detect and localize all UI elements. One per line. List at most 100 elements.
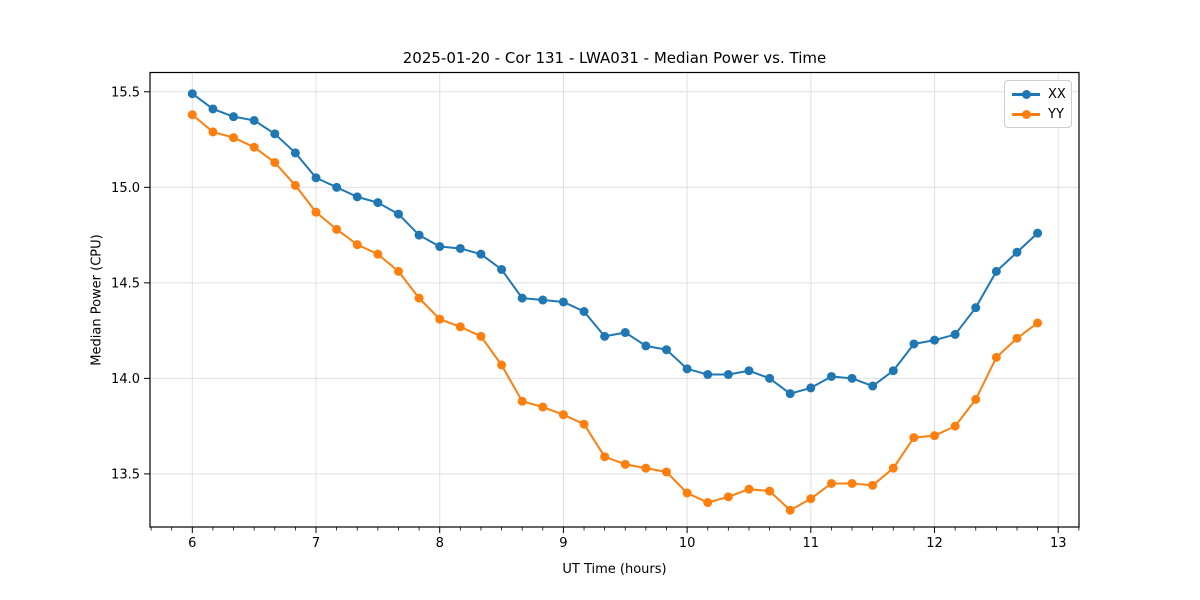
data-point-xx [517, 293, 527, 303]
data-point-yy [497, 360, 507, 370]
legend-label-xx: XX [1048, 86, 1066, 102]
data-point-xx [744, 366, 754, 376]
data-point-yy [538, 402, 548, 412]
series-line-xx [191, 92, 1039, 395]
data-point-xx [393, 209, 403, 219]
data-point-xx [290, 148, 300, 158]
x-tick-label: 13 [1050, 536, 1067, 551]
data-point-yy [558, 410, 568, 420]
x-tick-label: 10 [679, 536, 696, 551]
data-point-yy [868, 480, 878, 490]
data-point-yy [311, 207, 321, 217]
data-point-yy [455, 322, 465, 332]
data-point-yy [971, 394, 981, 404]
chart-title: 2025-01-20 - Cor 131 - LWA031 - Median P… [402, 49, 827, 67]
data-point-yy [1012, 333, 1022, 343]
y-tick-label: 14.5 [111, 276, 140, 291]
data-point-xx [641, 341, 651, 351]
legend: XX YY [1004, 80, 1072, 128]
data-point-xx [332, 182, 342, 192]
x-tick-label: 9 [559, 536, 567, 551]
data-point-xx [558, 297, 568, 307]
y-tick-label: 15.5 [111, 85, 140, 100]
data-point-xx [806, 383, 816, 393]
data-point-xx [909, 339, 919, 349]
data-point-xx [765, 373, 775, 383]
data-point-yy [435, 314, 445, 324]
data-point-yy [806, 494, 816, 504]
data-point-xx [187, 89, 197, 99]
data-point-xx [661, 345, 671, 355]
data-point-yy [661, 467, 671, 477]
legend-line-marker-icon [1012, 89, 1040, 99]
data-point-xx [249, 115, 259, 125]
data-point-xx [950, 329, 960, 339]
data-point-yy [229, 133, 239, 143]
legend-item-yy: YY [1005, 104, 1071, 124]
data-point-xx [868, 381, 878, 391]
data-point-yy [414, 293, 424, 303]
data-point-yy [476, 331, 486, 341]
data-point-yy [930, 431, 940, 441]
data-point-yy [991, 352, 1001, 362]
data-point-xx [682, 364, 692, 374]
data-point-xx [497, 264, 507, 274]
data-point-xx [703, 370, 713, 380]
data-point-yy [723, 492, 733, 502]
data-point-xx [455, 243, 465, 253]
data-point-yy [270, 157, 280, 167]
data-point-yy [1033, 318, 1043, 328]
x-tick-label: 12 [926, 536, 943, 551]
data-point-xx [373, 198, 383, 208]
x-tick-label: 11 [803, 536, 820, 551]
data-point-yy [517, 396, 527, 406]
legend-label-yy: YY [1048, 106, 1064, 122]
data-point-yy [641, 463, 651, 473]
data-point-yy [847, 478, 857, 488]
data-point-xx [888, 366, 898, 376]
data-point-xx [538, 295, 548, 305]
data-point-yy [744, 484, 754, 494]
data-point-xx [476, 249, 486, 259]
x-axis-label: UT Time (hours) [562, 562, 667, 577]
data-point-yy [187, 110, 197, 120]
y-axis-label: Median Power (CPU) [89, 234, 105, 366]
data-point-yy [950, 421, 960, 431]
y-tick-label: 14.0 [111, 372, 140, 387]
data-point-xx [311, 173, 321, 183]
series-line-yy [191, 113, 1039, 512]
data-point-yy [352, 240, 362, 250]
data-point-yy [579, 419, 589, 429]
legend-line-marker-icon [1012, 109, 1040, 119]
data-point-xx [600, 331, 610, 341]
data-point-yy [600, 452, 610, 462]
data-point-xx [991, 266, 1001, 276]
plot-border [149, 71, 1080, 528]
data-point-yy [393, 266, 403, 276]
data-point-xx [1033, 228, 1043, 238]
x-tick-label: 7 [312, 536, 320, 551]
data-point-xx [826, 371, 836, 381]
data-point-yy [208, 127, 218, 137]
data-point-yy [909, 433, 919, 443]
data-point-yy [620, 459, 630, 469]
data-point-xx [1012, 247, 1022, 257]
data-point-yy [703, 498, 713, 508]
data-point-xx [620, 328, 630, 338]
data-point-xx [723, 370, 733, 380]
data-point-yy [682, 488, 692, 498]
data-point-xx [414, 230, 424, 240]
data-point-yy [785, 505, 795, 515]
data-point-yy [332, 224, 342, 234]
data-point-xx [208, 104, 218, 114]
data-point-yy [249, 142, 259, 152]
data-point-yy [765, 486, 775, 496]
data-point-yy [290, 180, 300, 190]
legend-item-xx: XX [1005, 84, 1071, 104]
data-point-yy [373, 249, 383, 259]
data-point-xx [352, 192, 362, 202]
data-point-xx [785, 389, 795, 399]
y-tick-label: 15.0 [111, 181, 140, 196]
